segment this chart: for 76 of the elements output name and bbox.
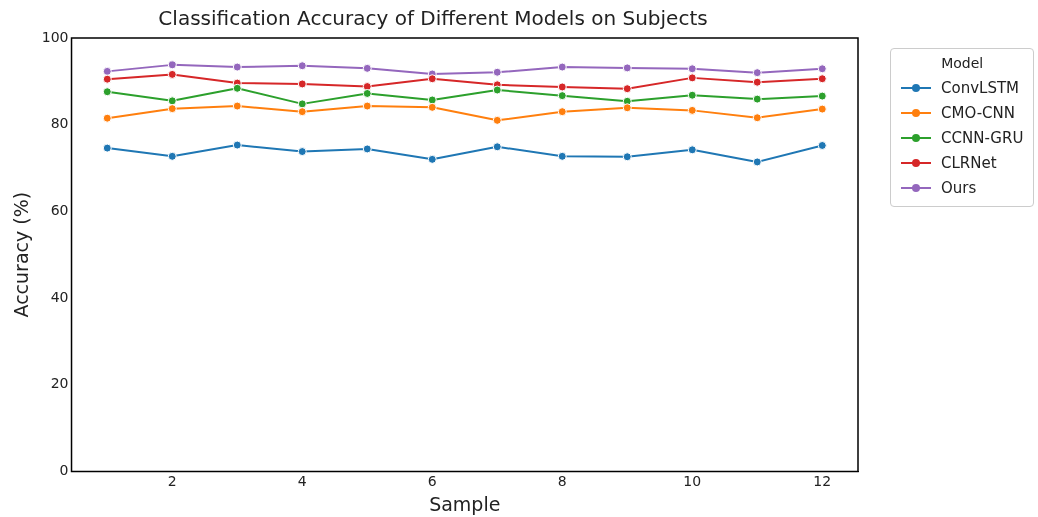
x-tick-label: 12 bbox=[813, 473, 832, 490]
point bbox=[622, 84, 632, 94]
point bbox=[687, 105, 697, 115]
point bbox=[297, 107, 307, 117]
point bbox=[687, 90, 697, 100]
point bbox=[817, 91, 827, 101]
point bbox=[297, 147, 307, 157]
point bbox=[167, 60, 177, 70]
point bbox=[492, 115, 502, 125]
y-axis-title: Accuracy (%) bbox=[10, 191, 33, 318]
point bbox=[232, 62, 242, 72]
point bbox=[752, 157, 762, 167]
point bbox=[557, 151, 567, 161]
y-tick-label: 0 bbox=[59, 462, 69, 479]
point bbox=[752, 94, 762, 104]
point bbox=[492, 67, 502, 77]
point bbox=[102, 66, 112, 76]
point bbox=[492, 85, 502, 95]
y-tick-label: 20 bbox=[50, 375, 69, 392]
point bbox=[557, 91, 567, 101]
x-tick-label: 10 bbox=[683, 473, 702, 490]
x-tick-label: 6 bbox=[427, 473, 437, 490]
y-tick-label: 60 bbox=[50, 202, 69, 218]
point bbox=[362, 63, 372, 73]
y-tick-label: 100 bbox=[41, 28, 69, 45]
point bbox=[752, 113, 762, 123]
point bbox=[167, 151, 177, 161]
x-axis-title: Sample bbox=[429, 492, 501, 515]
y-tick-label: 40 bbox=[50, 288, 69, 305]
legend-title: Model bbox=[940, 55, 985, 71]
point bbox=[102, 74, 112, 84]
point bbox=[492, 142, 502, 152]
point bbox=[687, 145, 697, 155]
point bbox=[102, 87, 112, 97]
point bbox=[752, 68, 762, 78]
point bbox=[427, 74, 437, 84]
point bbox=[622, 63, 632, 73]
point bbox=[427, 95, 437, 105]
point bbox=[687, 64, 697, 74]
point bbox=[102, 113, 112, 123]
x-tick-label: 2 bbox=[167, 473, 177, 490]
point bbox=[622, 152, 632, 162]
point bbox=[557, 62, 567, 72]
point bbox=[752, 77, 762, 87]
point bbox=[817, 104, 827, 114]
point bbox=[167, 104, 177, 114]
point bbox=[557, 107, 567, 117]
point bbox=[167, 69, 177, 79]
point bbox=[817, 74, 827, 84]
point bbox=[817, 140, 827, 150]
point bbox=[817, 64, 827, 74]
point bbox=[557, 82, 567, 92]
y-tick-label: 80 bbox=[50, 115, 69, 132]
point bbox=[232, 101, 242, 111]
legend-label: CLRNet bbox=[941, 153, 997, 172]
point bbox=[297, 99, 307, 109]
legend-label: Ours bbox=[941, 178, 977, 197]
point bbox=[362, 144, 372, 154]
point bbox=[427, 102, 437, 112]
point bbox=[362, 101, 372, 111]
point bbox=[232, 140, 242, 150]
point bbox=[622, 103, 632, 113]
x-tick-label: 8 bbox=[557, 473, 567, 490]
point bbox=[102, 143, 112, 153]
point bbox=[362, 88, 372, 98]
chart-title: Classification Accuracy of Different Models on Subjects bbox=[158, 6, 708, 31]
point bbox=[687, 73, 697, 83]
point bbox=[297, 79, 307, 89]
legend-label: CMO-CNN bbox=[941, 103, 1015, 122]
point bbox=[232, 83, 242, 93]
point bbox=[167, 96, 177, 106]
legend-label: ConvLSTM bbox=[941, 78, 1020, 97]
point bbox=[297, 61, 307, 71]
point bbox=[427, 154, 437, 164]
legend-label: CCNN-GRU bbox=[941, 128, 1024, 147]
x-tick-label: 4 bbox=[297, 473, 307, 490]
